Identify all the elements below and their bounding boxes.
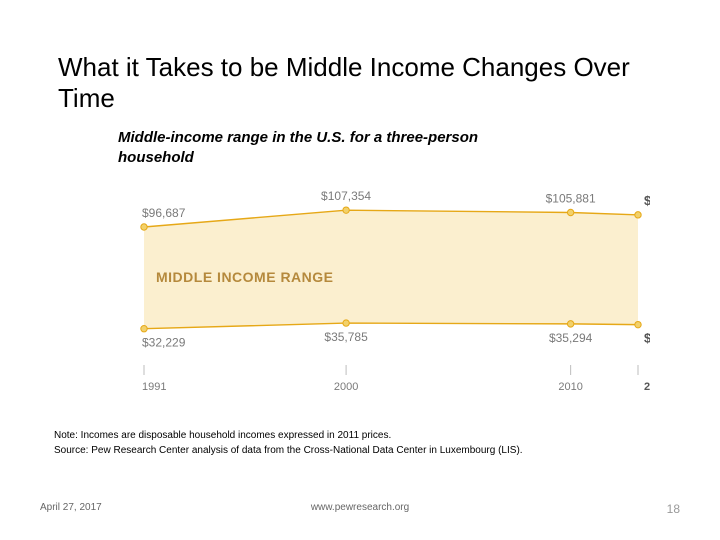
lower-marker: [343, 320, 349, 326]
chart-container: MIDDLE INCOME RANGE $96,687 $32,229 $107,35…: [78, 184, 650, 404]
page-number: 18: [667, 502, 680, 516]
upper-value-label: $96,687: [142, 206, 186, 220]
lower-marker: [141, 326, 147, 332]
source-line: Source: Pew Research Center analysis of …: [54, 443, 523, 458]
upper-marker: [141, 224, 147, 230]
area-chart: MIDDLE INCOME RANGE $96,687 $32,229 $107,35…: [78, 184, 650, 404]
lower-marker: [567, 321, 573, 327]
year-label: 2000: [334, 381, 358, 393]
chart-subtitle: Middle-income range in the U.S. for a th…: [118, 128, 548, 169]
note-line: Note: Incomes are disposable household i…: [54, 428, 523, 443]
year-label: 2013: [644, 381, 650, 393]
upper-value-label: $107,354: [321, 189, 371, 203]
lower-value-label: $32,229: [142, 336, 186, 350]
upper-value-label: $104,390: [644, 193, 650, 208]
footnotes: Note: Incomes are disposable household i…: [54, 428, 523, 458]
upper-marker: [635, 212, 641, 218]
lower-value-label: $35,294: [549, 331, 593, 345]
footer-url: www.pewresearch.org: [0, 502, 720, 513]
slide-footer: April 27, 2017 www.pewresearch.org 18: [0, 502, 720, 518]
slide-title: What it Takes to be Middle Income Change…: [58, 52, 680, 114]
lower-value-label: $35,785: [324, 330, 368, 344]
year-label: 1991: [142, 381, 166, 393]
band-label: MIDDLE INCOME RANGE: [156, 269, 334, 285]
upper-value-label: $105,881: [546, 191, 596, 205]
upper-marker: [567, 209, 573, 215]
year-label: 2010: [558, 381, 582, 393]
lower-value-label: $34,797: [644, 331, 650, 346]
lower-marker: [635, 321, 641, 327]
slide: What it Takes to be Middle Income Change…: [0, 0, 720, 540]
upper-marker: [343, 207, 349, 213]
